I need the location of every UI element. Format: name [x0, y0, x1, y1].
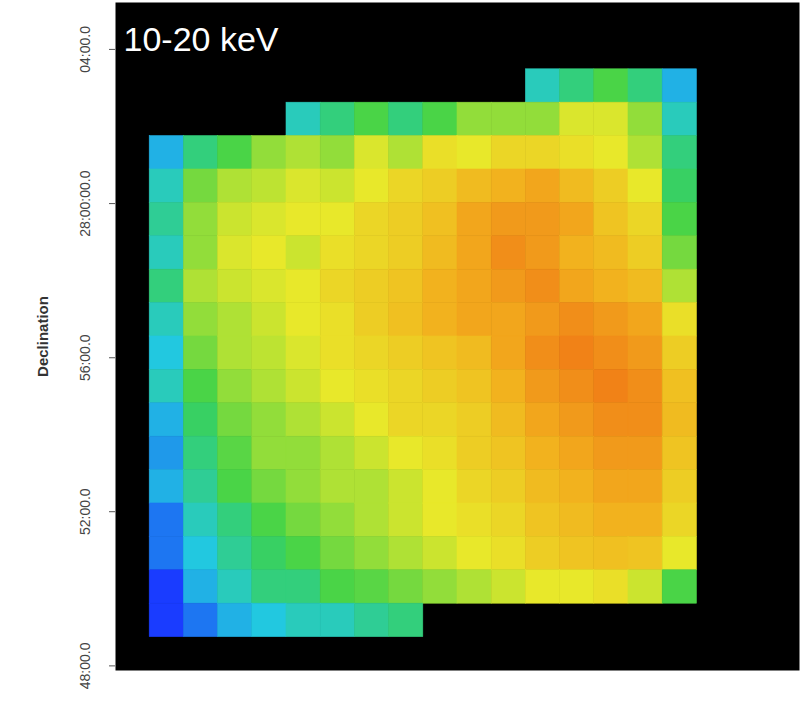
- svg-text:04:00.0: 04:00.0: [77, 26, 93, 73]
- svg-text:56:00.0: 56:00.0: [77, 334, 93, 381]
- svg-text:Declination: Declination: [34, 296, 51, 377]
- svg-text:10-20 keV: 10-20 keV: [124, 20, 279, 58]
- svg-text:48:00.0: 48:00.0: [77, 642, 93, 689]
- svg-text:28:00:00.0: 28:00:00.0: [77, 170, 93, 236]
- svg-text:52:00.0: 52:00.0: [77, 488, 93, 535]
